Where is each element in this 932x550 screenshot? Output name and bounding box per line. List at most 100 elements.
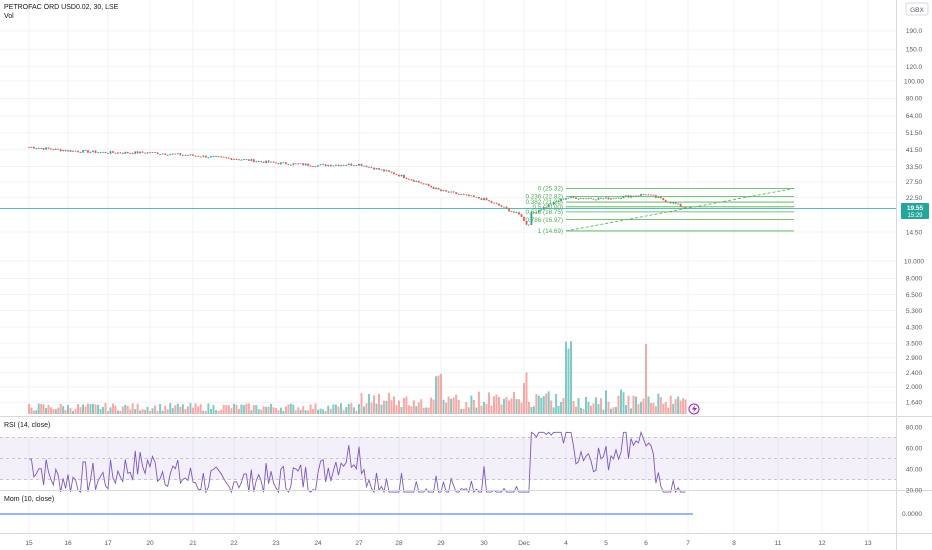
volume-bar [518,399,520,414]
volume-bar [585,396,587,414]
volume-bar [462,408,465,414]
time-tick-label: 15 [25,540,33,547]
candle-body [215,156,217,157]
volume-bar [567,348,570,414]
volume-legend[interactable]: Vol [4,13,14,20]
candle-body [545,206,548,208]
candle-body [212,156,215,157]
volume-bar [227,405,230,414]
volume-bar [587,401,590,414]
volume-bar [192,407,194,414]
fib-level-label: 0.618 (18.75) [526,209,563,216]
candle-body [265,160,268,163]
candle-body [225,157,228,159]
time-axis[interactable]: 15 16 17 20 21 22 23 24 27 28 29 30 Dec 4 5 6 7 8 11 12 13 [25,540,872,547]
volume-bar [425,407,428,414]
volume-bar [324,410,327,414]
mom-legend[interactable]: Mom (10, close) [4,496,54,503]
volume-bar [97,404,99,414]
volume-bar [592,403,595,414]
volume-bar [440,373,442,414]
time-tick-label: 30 [480,540,488,547]
candle-body [307,163,310,166]
volume-bar [542,395,545,414]
volume-bar [329,408,332,414]
candle-body [262,161,265,163]
volume-bar [32,410,35,414]
volume-bar [220,409,223,414]
volume-bar [334,404,337,414]
candle-body [462,194,465,196]
volume-bar [580,407,582,414]
rsi-legend[interactable]: RSI (14, close) [4,422,50,429]
fib-retracement[interactable]: 0 (25.32)0.236 (22.82)0.382 (21.26)0.5 (… [526,186,795,236]
candle-body [270,161,272,163]
volume-bar [510,398,513,414]
candle-body [407,178,410,180]
volume-bar [267,406,270,414]
candle-body [166,154,169,156]
candle-body [324,164,327,167]
time-tick-label: 4 [564,540,568,547]
volume-bar [136,403,139,414]
volume-bar [427,407,430,414]
currency-badge[interactable] [905,2,929,16]
candle-body [358,163,360,166]
volume-bar [126,405,129,414]
volume-bar [109,407,112,414]
volume-bar [35,410,38,414]
symbol-legend[interactable]: PETROFAC ORD USD0.02, 30, LSE [4,4,119,11]
volume-bar [119,410,122,414]
price-axis[interactable]: 190.0 150.0 120.0 100.00 80.00 64.00 51.50 41.5… [904,28,924,407]
candle-body [82,150,84,153]
price-tick-label: 14.50 [906,229,923,236]
candle-body [217,156,220,157]
candle-body [352,165,355,167]
candle-body [684,207,687,209]
candle-body [116,152,119,154]
volume-bar [262,406,265,414]
volume-bar [159,403,162,414]
candle-body [518,212,520,215]
volume-bar [237,408,240,414]
candle-body [555,201,558,203]
time-tick-label: 7 [686,540,690,547]
last-price-value: 19.55 [907,205,924,212]
candle-body [67,150,69,152]
candle-body [299,163,302,165]
volume-bar [412,400,415,414]
candle-body [62,150,65,152]
fib-trend-line [565,187,795,232]
candle-body [275,162,277,164]
candle-body [112,151,114,153]
volume-bar [332,404,335,414]
price-tick-label: 41.50 [906,147,923,154]
candle-body [129,153,132,154]
volume-bar [186,406,189,414]
candle-body [415,180,418,182]
volume-bar [279,407,282,414]
volume-bar [527,401,530,414]
price-tick-label: 33.50 [906,164,923,171]
volume-bar [422,407,425,414]
time-tick-label: 16 [64,540,72,547]
candle-body [257,161,260,162]
volume-bar [74,408,77,414]
volume-bar [94,404,97,414]
candle-body [30,147,33,148]
rsi-axis: 80.00 60.00 40.00 20.00 [0,424,923,494]
candle-body [327,165,330,167]
candle-body [28,146,30,148]
candle-body [222,156,225,158]
candle-body [513,211,515,213]
volume-bar [30,407,33,414]
volume-bar [102,406,104,414]
candle-body [577,198,580,200]
volume-bar [77,404,79,414]
fib-level-label: 0 (25.32) [538,186,563,193]
alert-icon[interactable] [688,403,700,415]
volume-bar [347,403,350,414]
candle-body [139,151,142,154]
candle-body [452,191,455,193]
